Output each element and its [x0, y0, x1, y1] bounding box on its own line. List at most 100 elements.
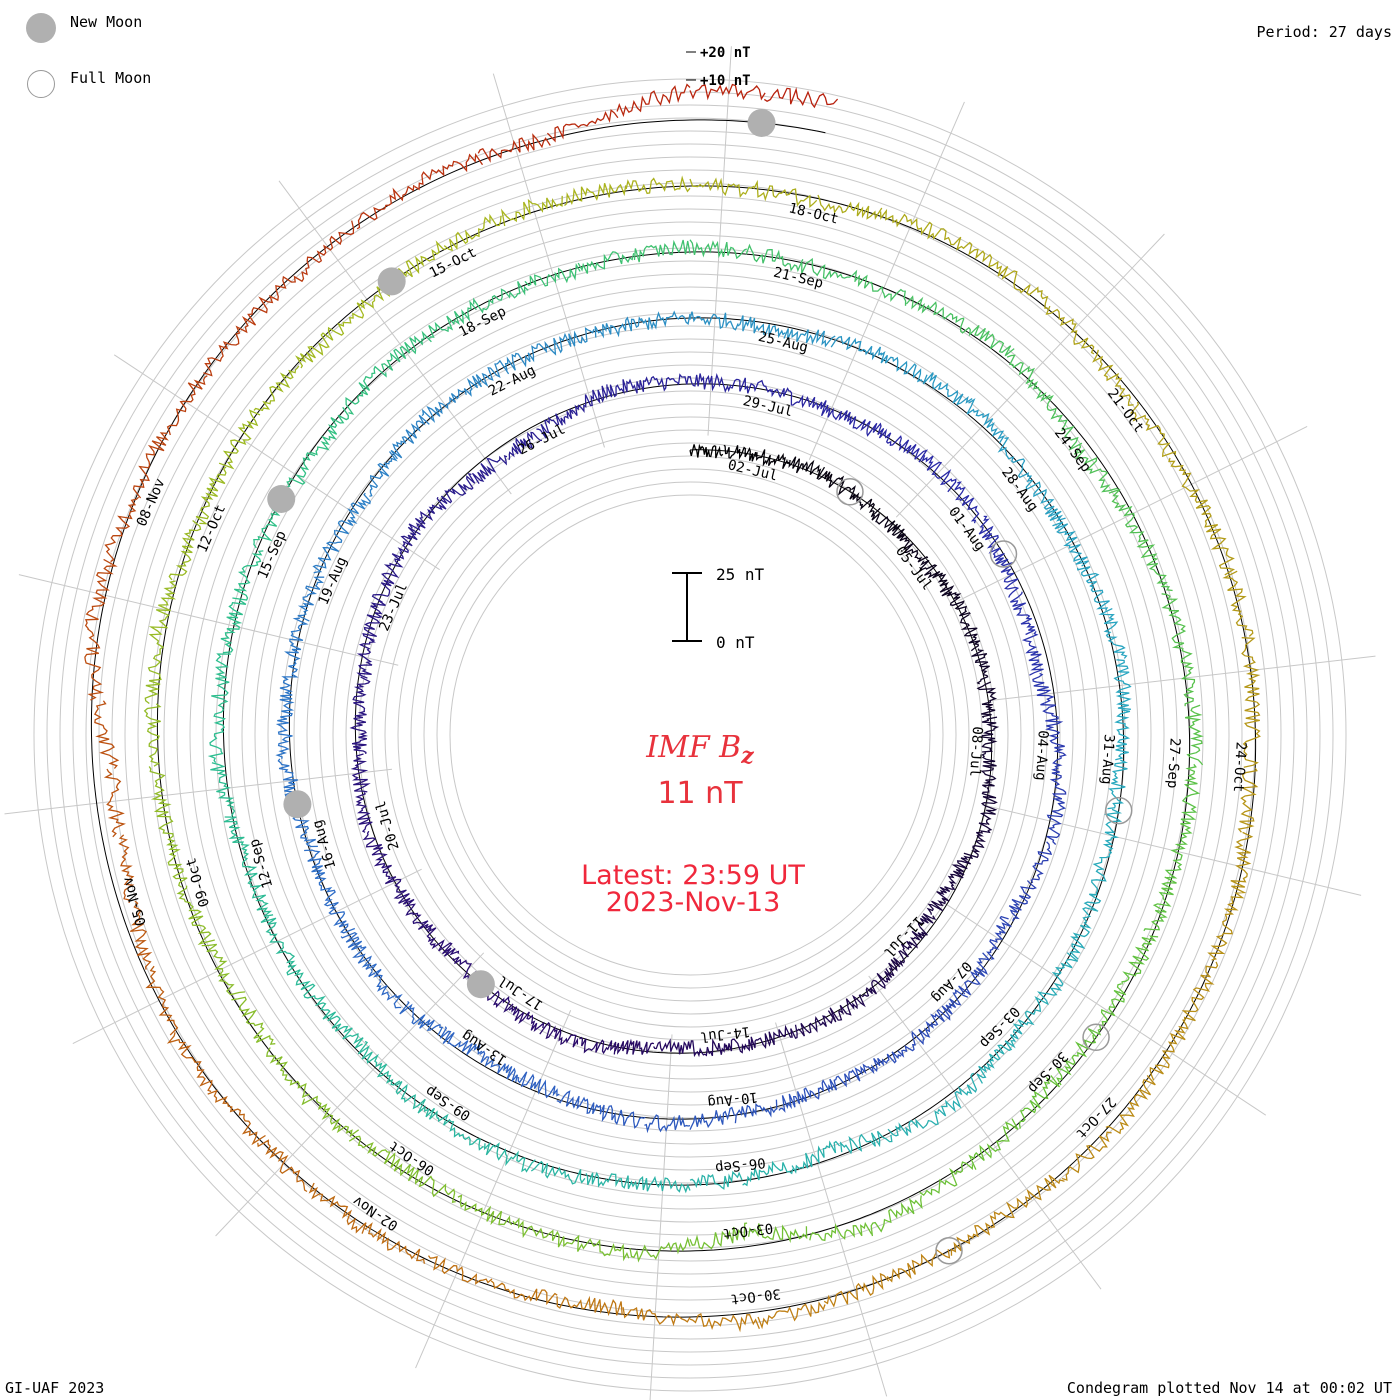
- date-label: 29-Jul: [741, 393, 794, 420]
- date-label: 03-Oct: [722, 1219, 774, 1241]
- date-label: 31-Aug: [1098, 734, 1117, 785]
- bz-trace-segment: [689, 83, 766, 101]
- bz-trace-segment: [871, 513, 905, 539]
- bz-trace-segment: [195, 466, 227, 525]
- bz-trace-segment: [778, 1087, 820, 1113]
- bz-trace-segment: [308, 1182, 367, 1234]
- bz-trace-segment: [369, 451, 398, 497]
- bz-trace-segment: [103, 768, 126, 838]
- bz-trace-segment: [870, 1195, 923, 1237]
- bz-trace-segment: [473, 281, 529, 314]
- bz-trace-segment: [897, 1020, 935, 1058]
- bz-trace-segment: [1113, 659, 1132, 710]
- bz-trace-segment: [755, 449, 790, 470]
- bz-trace-segment: [247, 272, 305, 326]
- bz-trace-segment: [352, 676, 371, 717]
- date-label: 02-Nov: [350, 1192, 401, 1233]
- bz-trace-segment: [556, 1090, 602, 1115]
- grid-ring: [59, 104, 1321, 1366]
- bz-trace-segment: [1108, 488, 1145, 542]
- bz-trace-segment: [847, 415, 888, 439]
- bz-trace-segment: [284, 617, 309, 666]
- bz-trace-segment: [1201, 512, 1236, 576]
- grid-rings: [33, 78, 1347, 1392]
- bz-trace-segment: [257, 1139, 308, 1193]
- bz-trace-segment: [817, 194, 883, 220]
- bz-trace-segment: [1241, 637, 1261, 703]
- bz-trace-segment: [218, 409, 261, 470]
- bz-trace-segment: [168, 519, 202, 581]
- grid-ring: [228, 273, 1152, 1197]
- bz-trace-segment: [144, 640, 165, 705]
- bz-trace-segment: [223, 816, 251, 868]
- bz-trace-segment: [210, 762, 236, 817]
- radial-spoke: [707, 46, 732, 436]
- date-label: 08-Jul: [966, 726, 985, 777]
- grid-ring: [410, 455, 970, 1015]
- bz-trace-segment: [922, 372, 973, 406]
- grid-ring: [293, 338, 1087, 1132]
- center-title-sub: z: [741, 743, 754, 769]
- bz-trace-segment: [304, 849, 333, 892]
- bz-trace-segment: [971, 648, 990, 685]
- bz-trace-segment: [689, 1313, 760, 1333]
- bz-trace-segment: [203, 315, 256, 377]
- bz-trace-segment: [426, 927, 460, 957]
- bz-trace-segment: [176, 885, 215, 946]
- date-label: 04-Aug: [1032, 730, 1051, 781]
- bz-trace-segment: [1105, 1074, 1156, 1135]
- bz-trace-segment: [166, 1032, 213, 1093]
- bz-trace-segment: [625, 175, 691, 195]
- full-moon-marker: [989, 540, 1018, 568]
- bz-trace-segment: [471, 455, 508, 484]
- bz-trace-segment: [797, 1015, 833, 1037]
- bz-trace-segment: [398, 897, 434, 932]
- bz-trace-segment: [348, 1135, 403, 1175]
- bz-trace-segment: [428, 299, 477, 339]
- grid-ring: [423, 468, 957, 1002]
- bz-trace-segment: [689, 443, 724, 459]
- bz-trace-segment: [546, 108, 619, 143]
- new-moon-legend-label: New Moon: [70, 13, 143, 31]
- bz-trace-segment: [1052, 521, 1089, 567]
- date-label: 30-Oct: [730, 1285, 782, 1307]
- full-moon-legend-icon: [27, 70, 55, 98]
- bz-trace-segment: [959, 318, 1015, 357]
- bz-trace-segment: [1030, 841, 1053, 884]
- bz-trace-segment: [577, 251, 635, 274]
- bz-trace-segment: [166, 375, 208, 436]
- bz-trace-segment: [926, 885, 956, 915]
- bz-trace-segment: [1006, 354, 1051, 402]
- bz-trace-segment: [734, 1099, 778, 1124]
- bz-trace-segment: [490, 1280, 558, 1306]
- bz-trace-segment: [827, 994, 866, 1023]
- bz-trace-segment: [897, 533, 929, 563]
- bz-trace-segment: [830, 335, 883, 361]
- radial-spoke: [278, 180, 512, 495]
- grid-ring: [176, 221, 1204, 1249]
- bz-trace-segment: [1010, 591, 1036, 636]
- bz-trace-segment: [1098, 608, 1128, 659]
- bz-trace-segment: [104, 496, 140, 563]
- bz-trace-segment: [301, 220, 355, 276]
- bz-trace-segment: [390, 414, 430, 460]
- bz-trace-segment: [788, 456, 826, 480]
- bz-trace-segment: [976, 681, 998, 719]
- new-moon-marker: [267, 485, 296, 513]
- bz-trace-segment: [286, 964, 327, 1011]
- bz-trace-segment: [571, 384, 608, 416]
- bz-trace-segment: [132, 432, 169, 499]
- bz-trace-segment: [689, 1170, 743, 1190]
- bz-trace-segment: [408, 496, 447, 532]
- bz-trace-segment: [579, 1036, 617, 1055]
- bz-trace-segment: [508, 431, 543, 461]
- latest-time: Latest: 23:59 UT: [581, 860, 805, 891]
- bz-trace-segment: [1010, 996, 1049, 1043]
- bz-trace-segment: [771, 387, 811, 409]
- bz-trace-segment: [921, 455, 957, 493]
- bz-trace-segment: [908, 913, 937, 949]
- bz-trace-segment: [861, 968, 893, 998]
- bz-trace-segment: [1005, 1174, 1065, 1219]
- bz-trace-segment: [905, 295, 965, 324]
- full-moon-marker: [935, 1236, 963, 1265]
